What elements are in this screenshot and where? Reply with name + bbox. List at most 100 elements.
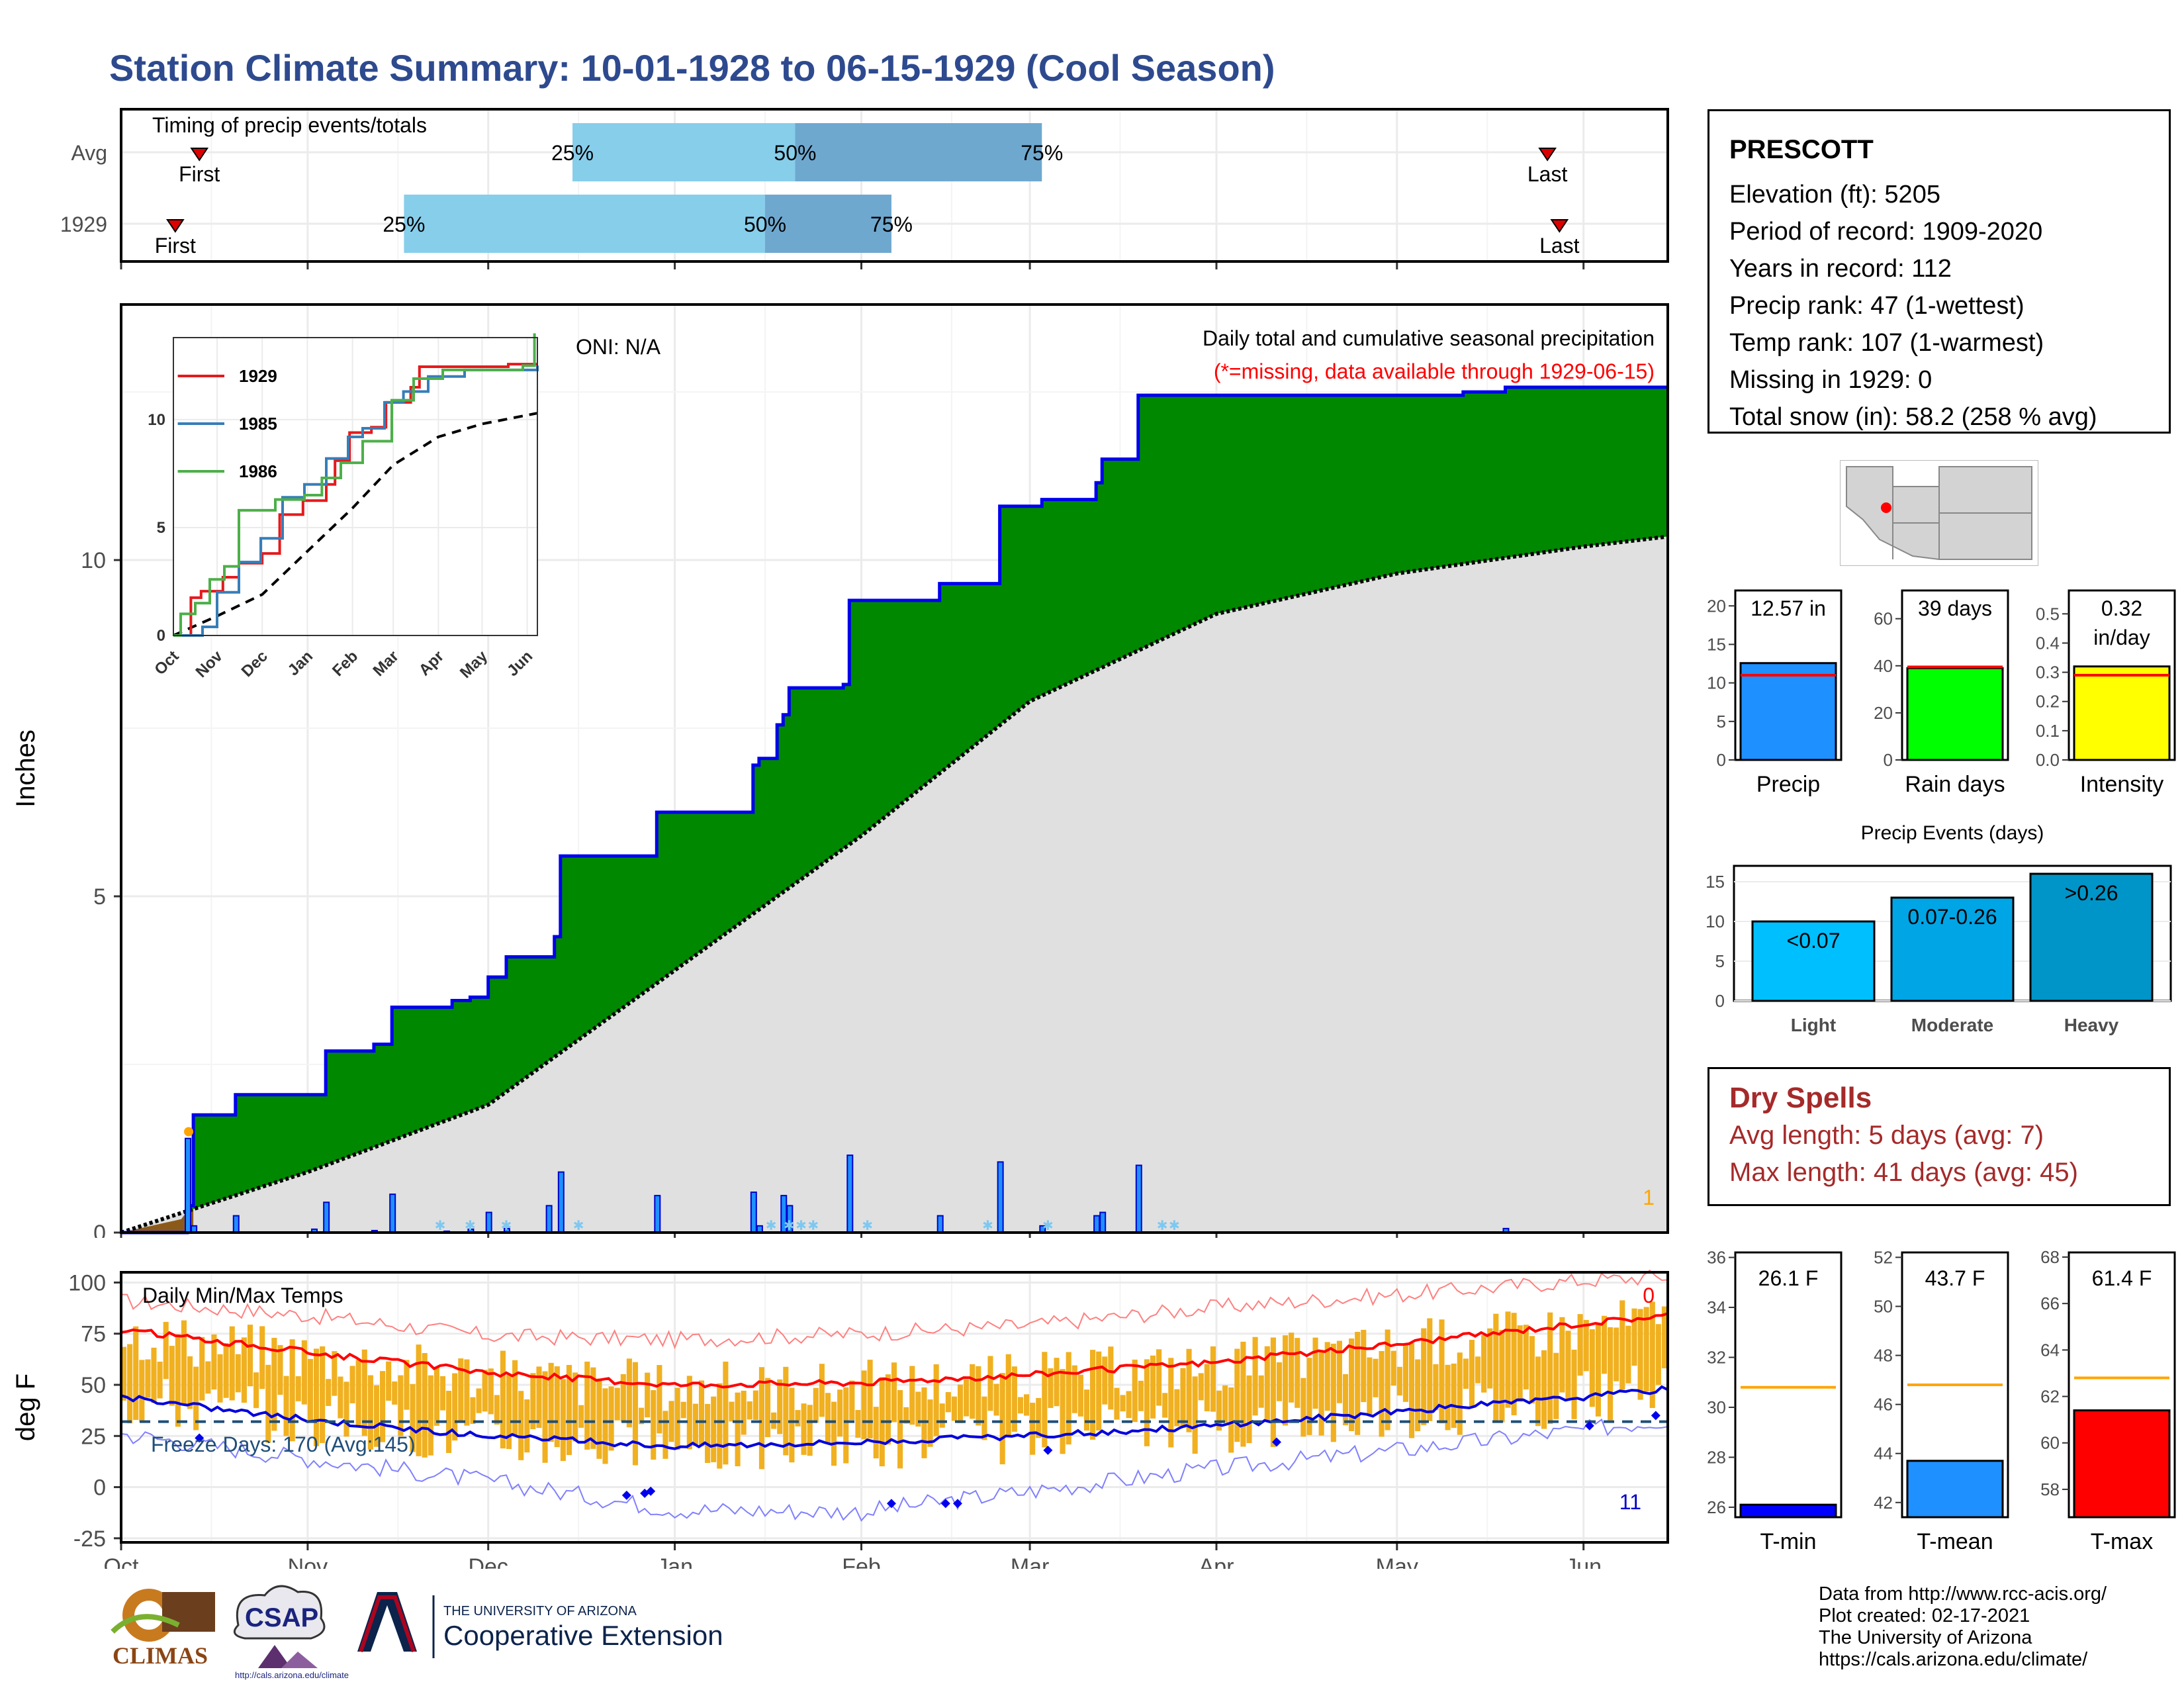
- daily-temp-bar: [1336, 1340, 1342, 1403]
- daily-temp-bar: [1005, 1354, 1011, 1436]
- daily-temp-bar: [1036, 1397, 1042, 1438]
- daily-temp-bar: [500, 1350, 506, 1449]
- y-tick-label: 40: [1874, 656, 1893, 676]
- daily-temp-bar: [470, 1397, 476, 1425]
- daily-temp-bar: [1547, 1312, 1553, 1425]
- normal-cumulative-area: [121, 536, 1668, 1233]
- daily-temp-bar: [903, 1407, 909, 1424]
- stat-bar: [1906, 1460, 2004, 1519]
- event-bar: [1890, 896, 2015, 1002]
- daily-temp-bar: [1583, 1320, 1589, 1372]
- y-tick-label: 58: [2040, 1479, 2060, 1499]
- y-tick-label: 68: [2040, 1247, 2060, 1267]
- daily-temp-bar: [512, 1360, 518, 1436]
- daily-temp-bar: [1529, 1336, 1535, 1404]
- daily-temp-bar: [277, 1344, 283, 1395]
- daily-temp-bar: [1011, 1366, 1017, 1432]
- daily-temp-bar: [271, 1338, 277, 1431]
- inset-legend-label: 1929: [239, 366, 277, 386]
- average-min-line: [120, 1385, 1668, 1450]
- daily-temp-bar: [1066, 1352, 1071, 1445]
- daily-temp-bar: [957, 1384, 964, 1423]
- record-low-marker: [1584, 1421, 1594, 1430]
- credit-line: Plot created: 02-17-2021: [1819, 1605, 2030, 1626]
- normal-cumulative-line: [120, 534, 1668, 1235]
- daily-temp-bar: [139, 1360, 145, 1422]
- y-axis-label: deg F: [11, 1374, 40, 1441]
- stat-panel-name: Rain days: [1905, 772, 2005, 797]
- csap-text: CSAP: [245, 1603, 318, 1632]
- daily-temp-bar: [301, 1340, 307, 1405]
- daily-temp-bar: [572, 1372, 578, 1442]
- stat-value-label: 0.32: [2101, 596, 2142, 620]
- daily-temp-bar: [1252, 1336, 1258, 1416]
- daily-temp-bar: [795, 1410, 801, 1427]
- daily-temp-bar: [145, 1359, 151, 1398]
- daily-temp-bar: [662, 1411, 668, 1459]
- daily-temp-bar: [181, 1320, 187, 1406]
- precip-title: Daily total and cumulative seasonal prec…: [1203, 326, 1655, 350]
- daily-temp-bar: [452, 1373, 458, 1441]
- daily-temp-bar: [1156, 1349, 1162, 1406]
- daily-temp-bar: [476, 1388, 482, 1413]
- daily-temp-bar: [897, 1389, 903, 1469]
- daily-temp-bar: [338, 1376, 343, 1419]
- daily-temp-bar: [1048, 1368, 1054, 1408]
- timing-row-label: 1929: [60, 212, 107, 236]
- daily-temp-bar: [1090, 1350, 1096, 1440]
- y-tick-label: 42: [1874, 1493, 1893, 1513]
- daily-temp-bar: [1523, 1325, 1529, 1389]
- daily-temp-bar: [855, 1410, 861, 1438]
- daily-temp-bar: [915, 1391, 921, 1427]
- record-low-marker: [640, 1488, 650, 1498]
- y-tick-label: 50: [1874, 1296, 1893, 1316]
- stat-panel-name: T-min: [1760, 1529, 1817, 1549]
- record-low-count: 11: [1619, 1490, 1641, 1514]
- x-tick-label: Nov: [288, 1554, 328, 1569]
- timing-chart: Timing of precip events/totals Avg 25% 50% 7…: [60, 108, 1669, 269]
- daily-temp-bar: [433, 1367, 439, 1426]
- stat-value-label: 12.57 in: [1751, 596, 1826, 620]
- record-min-line: [120, 1418, 1668, 1522]
- daily-temp-bar: [608, 1386, 614, 1451]
- credit-line: The University of Arizona: [1819, 1627, 2032, 1648]
- daily-temp-bar: [1408, 1343, 1415, 1438]
- daily-temp-bar: [1096, 1351, 1102, 1431]
- daily-temp-bar: [199, 1336, 205, 1401]
- inset-frame: [173, 337, 538, 636]
- ua-big-text: Cooperative Extension: [443, 1620, 723, 1651]
- daily-temp-bar: [320, 1346, 326, 1443]
- daily-temp-bar: [1445, 1364, 1451, 1430]
- daily-temp-bar: [1649, 1301, 1655, 1409]
- snow-marker: ✱: [573, 1219, 584, 1233]
- y-tick-label: 30: [1707, 1397, 1726, 1417]
- precip-frame: [120, 303, 1669, 1234]
- daily-temp-bar: [241, 1337, 247, 1403]
- daily-temp-bar: [518, 1391, 524, 1460]
- daily-precip-bar: [654, 1195, 661, 1233]
- daily-temp-bar: [343, 1382, 349, 1437]
- last-event-marker: [1550, 219, 1569, 233]
- station-precip-rank: Precip rank: 47 (1-wettest): [1729, 292, 2025, 320]
- cumulative-precip-line: [121, 385, 1668, 1235]
- y-tick-label: 60: [1874, 609, 1893, 629]
- daily-temp-bar: [668, 1401, 674, 1442]
- daily-temp-bar: [1330, 1343, 1336, 1442]
- daily-temp-bar: [265, 1364, 271, 1443]
- event-category-label: Moderate: [1911, 1015, 1993, 1035]
- ua-logo: THE UNIVERSITY OF ARIZONA Cooperative Ex…: [357, 1592, 723, 1658]
- daily-temp-bar: [1342, 1374, 1349, 1426]
- daily-temp-bar: [1216, 1390, 1222, 1431]
- snow-marker: ✱: [796, 1219, 807, 1233]
- daily-temp-bar: [1511, 1313, 1517, 1416]
- x-tick-label: Oct: [104, 1554, 139, 1569]
- daily-temp-bar: [536, 1366, 542, 1429]
- stat-value-label: 26.1 F: [1758, 1266, 1819, 1290]
- record-low-marker: [1271, 1437, 1281, 1447]
- x-tick-label: Jun: [1565, 1554, 1602, 1569]
- daily-temp-bar: [289, 1339, 295, 1442]
- y-tick-label: 64: [2040, 1340, 2060, 1360]
- daily-temp-bar: [951, 1396, 957, 1421]
- daily-temp-bar: [307, 1358, 313, 1421]
- x-tick-label: Mar: [1011, 1554, 1050, 1569]
